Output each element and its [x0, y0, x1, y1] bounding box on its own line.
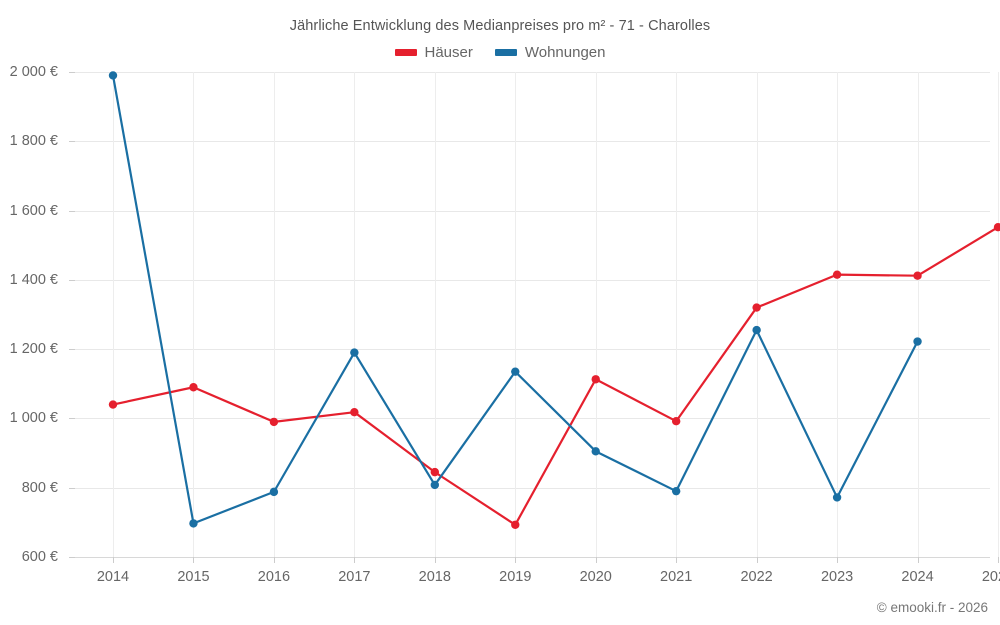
series-plot [108, 71, 1000, 529]
gridline-horizontal [75, 210, 990, 212]
data-point[interactable] [430, 480, 440, 490]
x-axis-tick-mark [676, 557, 678, 563]
gridline-vertical [193, 72, 195, 557]
x-axis-tick-label: 2018 [418, 569, 451, 585]
gridline-vertical [756, 72, 758, 557]
data-point[interactable] [269, 487, 279, 497]
data-point[interactable] [511, 520, 520, 529]
y-axis-tick-mark [69, 487, 75, 489]
x-axis-line [75, 557, 990, 558]
gridline-vertical [998, 72, 999, 557]
x-axis-tick-label: 2023 [820, 569, 854, 585]
y-axis-tick-label: 1 000 € [9, 410, 58, 427]
gridline-vertical [434, 72, 436, 557]
y-axis-tick-mark [69, 418, 75, 420]
gridline-vertical [515, 72, 517, 557]
data-point[interactable] [832, 270, 842, 279]
legend-item-wohnungen[interactable]: Wohnungen [494, 44, 606, 61]
chart-title: Jährliche Entwicklung des Medianpreises … [289, 18, 711, 34]
data-point[interactable] [752, 325, 761, 335]
series-line-häuser [111, 226, 1000, 526]
data-point[interactable] [350, 348, 359, 357]
gridline-horizontal [75, 487, 990, 489]
y-axis-tick-label: 800 € [21, 479, 58, 496]
x-axis-tick-label: 2019 [499, 569, 532, 585]
data-point[interactable] [108, 71, 118, 80]
legend-label-hauser: Häuser [424, 44, 473, 61]
x-axis-tick-mark [837, 557, 839, 563]
x-axis-tick-label: 2017 [338, 569, 371, 585]
x-axis-tick-mark [917, 557, 919, 563]
x-axis-tick-mark [113, 557, 114, 563]
plot-area: 600 € 800 € 1 000 € 1 200 € 1 400 € 1 600 € 1 … [10, 64, 1000, 585]
x-axis-tick-label: 2021 [660, 569, 693, 585]
gridline-vertical [113, 72, 114, 557]
y-axis-tick-mark [69, 279, 75, 281]
x-axis-tick-label: 2024 [901, 569, 934, 585]
x-axis-tick-mark [998, 557, 999, 563]
data-point[interactable] [430, 467, 440, 477]
y-axis-tick-mark [69, 557, 75, 558]
gridline-horizontal [75, 418, 990, 420]
data-point[interactable] [591, 375, 600, 384]
data-point[interactable] [189, 519, 198, 528]
legend-label-wohnungen: Wohnungen [524, 44, 606, 61]
y-axis-tick-mark [69, 72, 75, 73]
gridline-vertical [595, 72, 597, 557]
series-line-wohnungen [111, 74, 919, 525]
x-axis-tick-mark [273, 557, 275, 563]
y-axis-tick-mark [69, 141, 75, 143]
y-axis-tick-label: 1 800 € [9, 133, 58, 150]
y-axis-tick-mark [69, 349, 75, 351]
chart-legend: Häuser Wohnungen [0, 44, 1000, 61]
legend-swatch-hauser [394, 49, 417, 56]
data-point[interactable] [913, 271, 922, 280]
data-point[interactable] [671, 486, 681, 496]
data-point[interactable] [108, 400, 118, 409]
data-point[interactable] [832, 493, 842, 502]
x-axis-tick-label: 2025 [981, 569, 1000, 585]
y-axis-tick-label: 1 200 € [9, 341, 58, 358]
footer-credit: © emooki.fr - 2026 [876, 600, 988, 615]
gridline-horizontal [75, 349, 990, 351]
gridline-vertical [676, 72, 678, 557]
data-point[interactable] [671, 417, 681, 426]
y-axis-tick-label: 2 000 € [9, 64, 58, 80]
x-axis-tick-label: 2014 [96, 569, 130, 585]
data-point[interactable] [993, 223, 1000, 232]
data-point[interactable] [591, 447, 600, 456]
data-point[interactable] [189, 383, 198, 392]
gridline-vertical [837, 72, 839, 557]
gridline-horizontal [75, 141, 990, 143]
data-point[interactable] [269, 417, 279, 427]
legend-item-hauser[interactable]: Häuser [394, 44, 473, 61]
legend-swatch-wohnungen [494, 49, 517, 56]
y-axis-tick-label: 600 € [21, 549, 58, 565]
x-axis-tick-mark [756, 557, 758, 563]
y-axis-tick-label: 1 600 € [9, 202, 58, 219]
gridline-horizontal [75, 279, 990, 281]
gridline-horizontal [75, 72, 990, 73]
data-point[interactable] [752, 303, 761, 312]
data-point[interactable] [350, 407, 359, 417]
x-axis-tick-mark [434, 557, 436, 563]
data-point[interactable] [913, 337, 922, 346]
x-axis-tick-label: 2016 [257, 569, 291, 585]
x-axis-tick-label: 2022 [740, 569, 773, 585]
y-axis-tick-mark [69, 210, 75, 212]
x-axis-tick-mark [595, 557, 597, 563]
gridline-vertical [917, 72, 919, 557]
y-axis-tick-label: 1 400 € [9, 271, 58, 288]
x-axis-tick-mark [354, 557, 356, 563]
data-point[interactable] [511, 367, 520, 376]
x-axis-tick-mark [515, 557, 517, 563]
gridline-vertical [354, 72, 356, 557]
x-axis-tick-label: 2015 [177, 569, 210, 585]
x-axis-tick-label: 2020 [579, 569, 612, 585]
x-axis-tick-mark [193, 557, 195, 563]
gridline-vertical [273, 72, 275, 557]
